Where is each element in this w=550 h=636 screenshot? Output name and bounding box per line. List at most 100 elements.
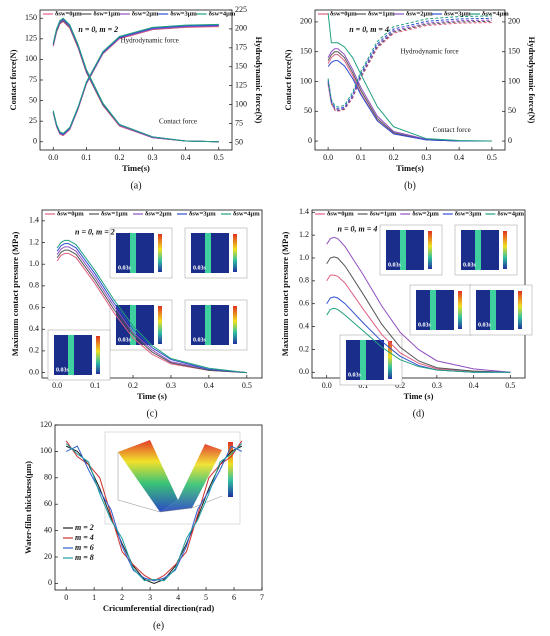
x-tick-label: 5 — [204, 593, 208, 602]
x-tick-label: 0.3 — [166, 381, 176, 390]
legend-label: δsw=3μm — [444, 10, 471, 17]
series-line — [65, 443, 243, 582]
inset-band — [68, 335, 74, 375]
y2-tick-label: 100 — [235, 99, 247, 108]
y-tick-label: 0 — [48, 578, 52, 587]
y-tick-label: 0.0 — [29, 367, 39, 376]
y-axis-label: Water-film thickness(μm) — [23, 461, 33, 554]
series-line — [56, 246, 247, 374]
y-tick-label: 100 — [25, 54, 37, 63]
y-tick-label: 0 — [33, 137, 37, 146]
y-tick-label: 150 — [25, 13, 37, 22]
y-axis-label: Contact force(N) — [283, 49, 293, 110]
x-axis-label: Time(s) — [396, 163, 424, 173]
x-axis-label: Time (s) — [137, 391, 167, 401]
legend-label: δsw=0μm — [57, 210, 84, 217]
legend-label: δsw=2μm — [412, 210, 439, 217]
annotation: Contact force — [159, 118, 197, 126]
y-tick-label: 120 — [40, 420, 52, 429]
inset-colorbar — [458, 291, 462, 329]
panel-label: (b) — [404, 180, 416, 191]
series-line — [327, 19, 492, 111]
y2-axis-label: Hydrodynamic force(N) — [254, 37, 264, 124]
y2-tick-label: 225 — [235, 5, 247, 14]
surface-inset — [104, 431, 241, 525]
y2-axis-label: Hydrodynamic force(N) — [527, 37, 537, 124]
inset-colorbar — [158, 306, 162, 344]
inset-colorbar — [233, 306, 237, 344]
y-tick-label: 0.2 — [299, 344, 309, 353]
legend-label: m = 6 — [75, 543, 94, 552]
panel-label: (d) — [413, 408, 425, 419]
x-axis-label: Time (s) — [404, 391, 434, 401]
subtitle: n = 0, m = 2 — [78, 25, 118, 34]
inset-band — [490, 290, 496, 330]
x-tick-label: 0.2 — [114, 153, 124, 162]
y-tick-label: 0.4 — [29, 324, 39, 333]
legend-label: δsw=3μm — [170, 10, 197, 17]
x-tick-label: 0.2 — [395, 381, 405, 390]
subtitle: n = 0, m = 4 — [349, 25, 389, 34]
contour-inset: 0.03s — [184, 299, 248, 351]
inset-band — [475, 230, 481, 270]
series-line — [327, 60, 492, 142]
y-tick-label: 0.8 — [29, 281, 39, 290]
inset-colorbar — [503, 231, 507, 269]
contour-inset: 0.03s — [409, 284, 473, 336]
legend-label: δsw=0μm — [330, 10, 357, 17]
y2-tick-label: 200 — [235, 24, 247, 33]
contour-inset: 0.03s — [379, 224, 443, 276]
inset-label: 0.03s — [193, 337, 207, 343]
y2-tick-label: 150 — [508, 47, 520, 56]
y-tick-label: 1.4 — [299, 207, 309, 216]
series-line — [56, 249, 247, 374]
y-tick-label: 50 — [304, 106, 312, 115]
annotation: Contact force — [433, 126, 471, 134]
panel: 0.0 0.1 0.2 0.3 0.4 0.5 0 25 50 75 100 125 150 50 75 10… — [8, 5, 264, 191]
x-tick-label: 0.4 — [204, 381, 214, 390]
y-tick-label: 1.2 — [299, 230, 309, 239]
x-tick-label: 2 — [120, 593, 124, 602]
contour-inset: 0.03s — [469, 284, 533, 336]
annotation: Hydrodynamic force — [121, 36, 179, 44]
series-line — [65, 445, 243, 584]
inset-band — [400, 230, 406, 270]
inset-colorbar — [428, 231, 432, 269]
x-tick-label: 0.1 — [81, 153, 91, 162]
y-tick-label: 75 — [29, 75, 37, 84]
legend-label: δsw=2μm — [406, 10, 433, 17]
x-tick-label: 0.1 — [358, 381, 368, 390]
inset-band — [130, 305, 136, 345]
y-tick-label: 0.8 — [299, 276, 309, 285]
x-tick-label: 0.1 — [356, 153, 366, 162]
x-tick-label: 0.0 — [323, 153, 333, 162]
x-tick-label: 0.3 — [148, 153, 158, 162]
legend-label: δsw=4μm — [209, 10, 236, 17]
x-tick-label: 7 — [260, 593, 264, 602]
plot-frame — [314, 9, 506, 151]
y2-tick-label: 75 — [235, 118, 243, 127]
y2-tick-label: 100 — [508, 76, 520, 85]
legend-label: δsw=3μm — [189, 210, 216, 217]
inset-band — [205, 305, 211, 345]
inset-label: 0.03s — [463, 262, 477, 268]
contour-inset: 0.03s — [109, 227, 173, 279]
x-tick-label: 3 — [148, 593, 152, 602]
y-tick-label: 0.4 — [299, 321, 309, 330]
x-tick-label: 0.1 — [90, 381, 100, 390]
legend-label: δsw=4μm — [482, 10, 509, 17]
panel: 0 1 2 3 4 5 6 7 0 20 40 60 80 100 120 Cricumferential d… — [23, 420, 264, 631]
inset-band — [205, 233, 211, 273]
y2-tick-label: 150 — [235, 62, 247, 71]
x-tick-label: 0.5 — [487, 153, 497, 162]
y-tick-label: 40 — [44, 525, 52, 534]
y-tick-label: 50 — [29, 95, 37, 104]
y2-tick-label: 50 — [508, 106, 516, 115]
legend-label: δsw=0μm — [327, 210, 354, 217]
y-tick-label: 80 — [44, 473, 52, 482]
panel-label: (c) — [146, 408, 157, 419]
subtitle: n = 0, m = 2 — [75, 228, 115, 237]
x-tick-label: 0.2 — [128, 381, 138, 390]
panel: 0.0 0.1 0.2 0.3 0.4 0.5 0 50 100 150 200 0 50 100 150 2… — [283, 9, 537, 191]
inset-band — [360, 340, 366, 380]
